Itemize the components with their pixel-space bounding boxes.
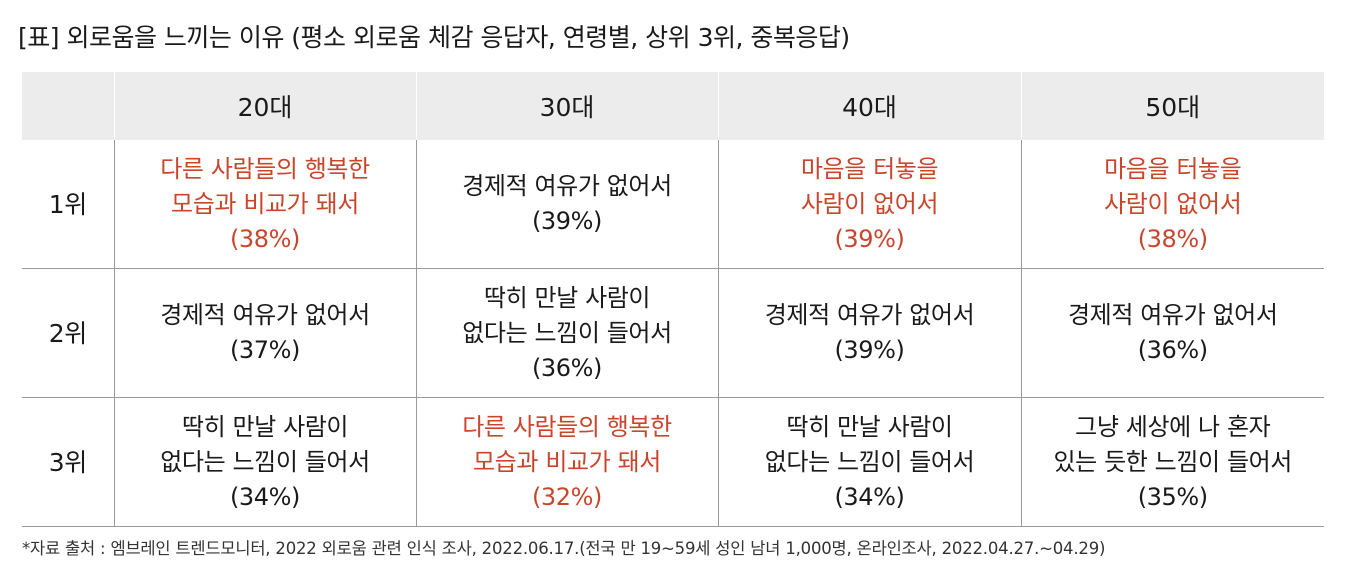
rank-label: 2위 bbox=[22, 268, 114, 398]
cell-text-line: 사람이 없어서 bbox=[1104, 189, 1242, 218]
rank-label: 3위 bbox=[22, 397, 114, 527]
cell-text-line: 없다는 느낌이 들어서 bbox=[160, 447, 370, 476]
cell-text-line: 딱히 만날 사람이 bbox=[786, 412, 953, 441]
cell-text-line: 모습과 비교가 돼서 bbox=[473, 447, 661, 476]
cell-text-line: (34%) bbox=[229, 482, 301, 511]
cell-text-line: 경제적 여유가 없어서 bbox=[160, 301, 370, 329]
header-corner bbox=[22, 72, 114, 140]
table-cell: 경제적 여유가 없어서 (37%) bbox=[113, 268, 416, 398]
source-footnote: *자료 출처 : 엠브레인 트렌드모니터, 2022 외로움 관련 인식 조사,… bbox=[22, 539, 1106, 558]
cell-text-line: (36%) bbox=[1137, 336, 1208, 364]
header-40s: 40대 bbox=[717, 72, 1021, 140]
cell-text-line: 사람이 없어서 bbox=[800, 189, 939, 218]
cell-text-line: (32%) bbox=[531, 482, 603, 511]
cell-text-line: 마음을 터놓을 bbox=[800, 154, 939, 183]
cell-text-line: 다른 사람들의 행복한 bbox=[160, 154, 370, 183]
table-title: [표] 외로움을 느끼는 이유 (평소 외로움 체감 응답자, 연령별, 상위 … bbox=[18, 23, 850, 52]
cell-text-line: 경제적 여유가 없어서 bbox=[462, 172, 672, 200]
cell-text-line: 마음을 터놓을 bbox=[1104, 154, 1242, 183]
reasons-table: 20대 30대 40대 50대 1위 다른 사람들의 행복한 모습과 비교가 돼서(… bbox=[22, 72, 1324, 527]
cell-text-line: 딱히 만날 사람이 bbox=[483, 283, 651, 312]
cell-text-line: (39%) bbox=[834, 336, 905, 364]
cell-text-line: (39%) bbox=[531, 207, 603, 235]
cell-text-line: 그냥 세상에 나 혼자 bbox=[1075, 412, 1271, 441]
header-row: 20대 30대 40대 50대 bbox=[22, 72, 1324, 140]
table-cell: 경제적 여유가 없어서 (36%) bbox=[1020, 268, 1324, 398]
rank-label: 1위 bbox=[48, 189, 88, 219]
header-30s: 30대 bbox=[415, 72, 718, 140]
cell-text-line: 있는 듯한 느낌이 들어서 bbox=[1053, 447, 1293, 476]
cell-text-line: 딱히 만날 사람이 bbox=[181, 412, 349, 441]
cell-text-line: (38%) bbox=[229, 224, 301, 253]
cell-text-line: 없다는 느낌이 들어서 bbox=[462, 318, 672, 347]
cell-text-line: 없다는 느낌이 들어서 bbox=[764, 447, 975, 476]
cell-text-line: 경제적 여유가 없어서 bbox=[1067, 301, 1278, 329]
cell-text-line: (39%) bbox=[834, 224, 905, 253]
cell-text-line: (35%) bbox=[1137, 482, 1208, 511]
header-50s: 50대 bbox=[1020, 72, 1324, 140]
cell-text-line: 경제적 여유가 없어서 bbox=[764, 301, 975, 329]
cell-text-line: (34%) bbox=[834, 482, 905, 511]
header-20s: 20대 bbox=[113, 72, 416, 140]
cell-text-line: (37%) bbox=[229, 336, 301, 364]
table-cell: 경제적 여유가 없어서 (39%) bbox=[717, 268, 1021, 398]
cell-text-line: (38%) bbox=[1137, 224, 1208, 253]
cell-text-line: (36%) bbox=[531, 353, 603, 382]
cell-text-line: 다른 사람들의 행복한 bbox=[462, 412, 672, 441]
cell-text-line: 모습과 비교가 돼서 bbox=[171, 189, 359, 218]
table-cell: 경제적 여유가 없어서 (39%) bbox=[415, 140, 718, 269]
